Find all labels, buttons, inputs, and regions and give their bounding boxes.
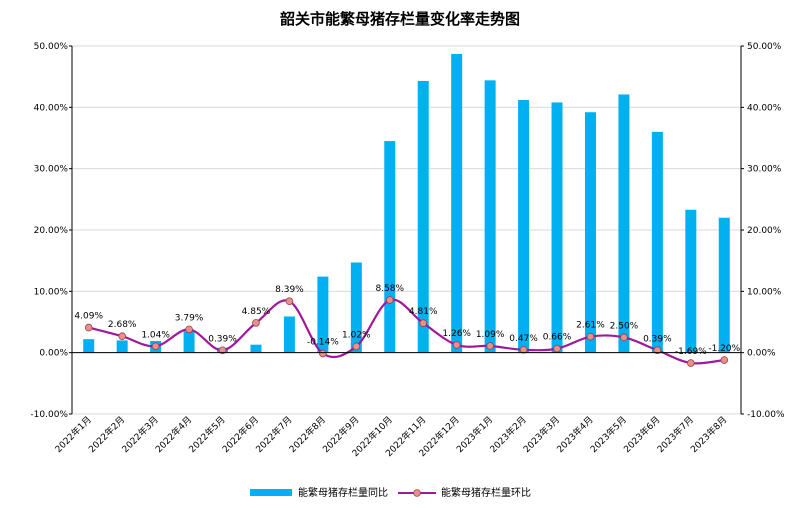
y-tick-label-right: 10.00%	[747, 287, 782, 297]
bar-yoy	[250, 344, 262, 353]
bar-yoy	[384, 141, 396, 353]
bar-yoy	[83, 339, 95, 353]
axis-layer: 50.00% 50.00% 40.00% 40.00% 30.00% 30.00% 20.0…	[30, 42, 785, 459]
line-point-mom	[586, 332, 595, 341]
data-label-mom: -1.69%	[675, 347, 707, 357]
data-label-mom: 2.68%	[108, 320, 137, 330]
legend-label-yoy: 能繁母猪存栏量同比	[298, 486, 388, 499]
grid-layer	[72, 45, 741, 415]
data-label-mom: 1.09%	[476, 330, 505, 340]
y-tick-label-left: 30.00%	[34, 165, 69, 175]
bar-yoy	[551, 102, 563, 353]
data-label-mom: 0.39%	[208, 334, 237, 344]
data-label-mom: 0.47%	[509, 334, 538, 344]
line-point-mom	[553, 344, 561, 353]
data-label-mom: 2.61%	[576, 321, 605, 331]
line-point-mom	[653, 346, 662, 355]
data-label-mom: 3.79%	[175, 313, 204, 323]
bar-yoy	[350, 262, 362, 353]
line-point-mom	[118, 332, 126, 341]
y-tick-label-right: -10.00%	[747, 410, 785, 420]
bar-yoy	[451, 53, 463, 353]
line-point-mom	[185, 325, 193, 334]
line-point-mom	[84, 323, 93, 332]
line-point-mom	[252, 319, 260, 327]
data-label-mom: 8.58%	[375, 284, 404, 294]
line-point-mom	[319, 349, 327, 358]
line-point-mom	[687, 359, 695, 367]
y-tick-label-left: 50.00%	[34, 42, 69, 52]
data-label-mom: 4.81%	[409, 307, 438, 317]
y-tick-label-right: 30.00%	[747, 165, 782, 175]
bar-yoy	[618, 94, 630, 353]
line-point-mom	[419, 319, 428, 327]
legend-swatch-yoy	[250, 489, 292, 496]
bar-yoy	[518, 99, 530, 353]
bar-yoy	[116, 340, 128, 353]
legend: 能繁母猪存栏量同比 能繁母猪存栏量环比	[250, 486, 531, 499]
y-tick-label-right: 0.00%	[747, 349, 776, 359]
line-point-mom	[620, 333, 628, 342]
line-point-mom	[486, 342, 494, 350]
line-point-mom	[720, 356, 729, 364]
bar-yoy	[317, 276, 329, 353]
data-label-mom: 1.04%	[141, 330, 170, 340]
bar-yoy	[183, 331, 195, 353]
data-label-mom: 4.85%	[242, 307, 271, 317]
bar-yoy	[584, 112, 596, 353]
x-tick-label: 2023年8月	[688, 414, 729, 455]
y-tick-label-left: 0.00%	[39, 349, 68, 359]
label-layer: 4.09% 2.68% 1.04% 3.79% 0.39% 4.85% 8.39% -0.14…	[74, 284, 740, 357]
data-label-mom: 4.09%	[74, 312, 103, 322]
line-point-mom	[452, 341, 461, 349]
bar-yoy	[651, 131, 663, 353]
line-layer	[84, 296, 729, 367]
line-point-mom	[352, 342, 361, 351]
line-point-mom	[385, 296, 394, 304]
data-label-mom: 8.39%	[275, 285, 304, 295]
y-tick-label-right: 40.00%	[747, 103, 782, 113]
legend-marker-mom	[413, 489, 421, 497]
line-point-mom	[151, 342, 160, 351]
line-point-mom	[519, 345, 528, 354]
chart-title: 韶关市能繁母猪存栏量变化率走势图	[280, 10, 520, 28]
y-tick-label-left: 20.00%	[34, 226, 69, 236]
bar-yoy	[484, 80, 496, 353]
bar-yoy	[685, 209, 697, 353]
data-label-mom: -0.14%	[307, 338, 339, 348]
data-label-mom: -1.20%	[708, 344, 740, 354]
legend-label-mom: 能繁母猪存栏量环比	[441, 486, 531, 499]
y-tick-label-right: 20.00%	[747, 226, 782, 236]
y-tick-label-right: 50.00%	[747, 42, 782, 52]
data-label-mom: 2.50%	[610, 321, 639, 331]
data-label-mom: 1.26%	[442, 329, 471, 339]
line-point-mom	[285, 297, 294, 306]
data-label-mom: 1.02%	[342, 330, 371, 340]
bar-yoy	[718, 217, 730, 353]
bar-layer	[83, 53, 730, 353]
y-tick-label-left: 40.00%	[34, 103, 69, 113]
bar-yoy	[283, 316, 295, 353]
y-tick-label-left: -10.00%	[30, 410, 68, 420]
data-label-mom: 0.39%	[643, 334, 672, 344]
data-label-mom: 0.66%	[543, 333, 572, 343]
y-tick-label-left: 10.00%	[34, 287, 69, 297]
bar-yoy	[417, 80, 429, 353]
line-point-mom	[218, 346, 227, 355]
